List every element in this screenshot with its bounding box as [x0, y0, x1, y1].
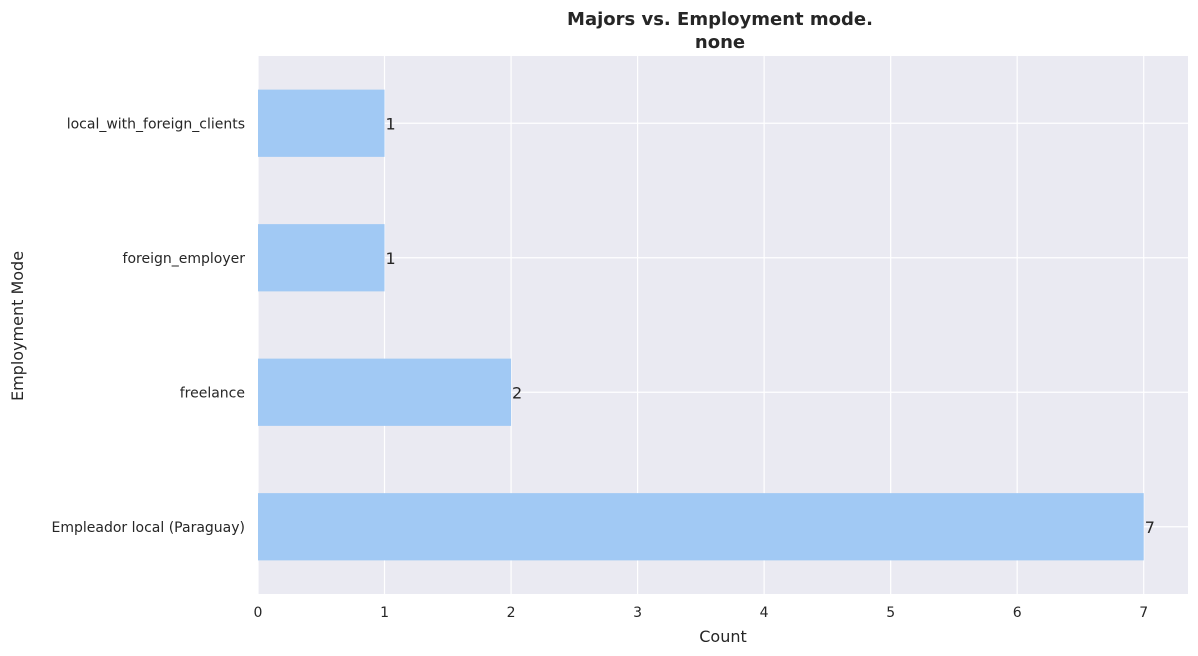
y-tick-label: freelance [180, 385, 245, 401]
x-tick-label: 4 [760, 605, 769, 621]
y-axis-label: Employment Mode [8, 251, 27, 401]
x-tick-label: 0 [254, 605, 263, 621]
y-tick-label: Empleador local (Paraguay) [52, 520, 245, 536]
x-tick-label: 3 [633, 605, 642, 621]
data-label: 1 [386, 249, 396, 268]
bar [258, 89, 385, 157]
data-labels: 7 2 1 1 [386, 114, 1155, 537]
bar [258, 493, 1144, 561]
y-tick-label: local_with_foreign_clients [67, 116, 245, 132]
x-axis-ticks: 0 1 2 3 4 5 6 7 [254, 605, 1149, 621]
bar [258, 358, 512, 426]
x-tick-label: 7 [1139, 605, 1148, 621]
chart-subtitle: none [695, 32, 745, 53]
x-tick-label: 1 [380, 605, 389, 621]
bar [258, 224, 385, 292]
y-tick-label: foreign_employer [123, 251, 246, 267]
x-tick-label: 2 [507, 605, 516, 621]
bars [258, 89, 1144, 561]
x-axis-label: Count [699, 627, 747, 646]
x-tick-label: 6 [1013, 605, 1022, 621]
x-tick-label: 5 [886, 605, 895, 621]
chart-title: Majors vs. Employment mode. [567, 9, 873, 30]
data-label: 7 [1145, 518, 1155, 537]
data-label: 1 [386, 114, 396, 133]
y-axis-ticks: Empleador local (Paraguay) freelance forei… [52, 116, 246, 536]
data-label: 2 [512, 383, 522, 402]
